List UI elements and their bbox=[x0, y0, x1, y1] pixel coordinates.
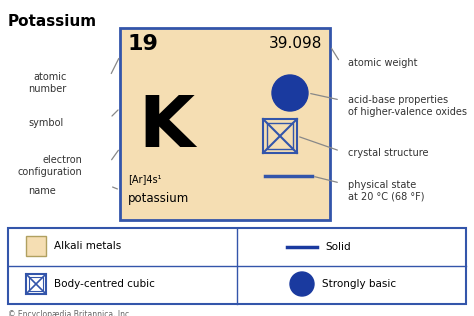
Text: acid-base properties
of higher-valence oxides: acid-base properties of higher-valence o… bbox=[348, 95, 467, 117]
Bar bbox=[26, 236, 46, 256]
Text: electron
configuration: electron configuration bbox=[18, 155, 83, 177]
Bar bbox=[29, 277, 43, 291]
Text: physical state
at 20 °C (68 °F): physical state at 20 °C (68 °F) bbox=[348, 180, 425, 202]
Circle shape bbox=[290, 272, 314, 296]
Text: potassium: potassium bbox=[128, 192, 189, 205]
Text: 19: 19 bbox=[128, 34, 159, 54]
Bar bbox=[263, 119, 297, 153]
Text: © Encyclopædia Britannica, Inc.: © Encyclopædia Britannica, Inc. bbox=[8, 310, 131, 316]
Bar bbox=[120, 28, 330, 220]
Bar bbox=[8, 228, 466, 304]
Text: 39.098: 39.098 bbox=[269, 36, 322, 51]
Circle shape bbox=[272, 75, 308, 111]
Text: Strongly basic: Strongly basic bbox=[322, 279, 396, 289]
Text: Potassium: Potassium bbox=[8, 14, 97, 29]
Bar bbox=[26, 274, 46, 294]
Text: symbol: symbol bbox=[28, 118, 63, 128]
Text: atomic
number: atomic number bbox=[28, 72, 66, 94]
Text: K: K bbox=[138, 93, 194, 162]
Text: atomic weight: atomic weight bbox=[348, 58, 418, 68]
Text: [Ar]4s¹: [Ar]4s¹ bbox=[128, 174, 162, 184]
Text: name: name bbox=[28, 186, 56, 196]
Text: Body-centred cubic: Body-centred cubic bbox=[54, 279, 155, 289]
Text: crystal structure: crystal structure bbox=[348, 148, 428, 158]
Bar bbox=[267, 123, 293, 149]
Text: Alkali metals: Alkali metals bbox=[54, 241, 121, 251]
Text: Solid: Solid bbox=[325, 242, 351, 252]
